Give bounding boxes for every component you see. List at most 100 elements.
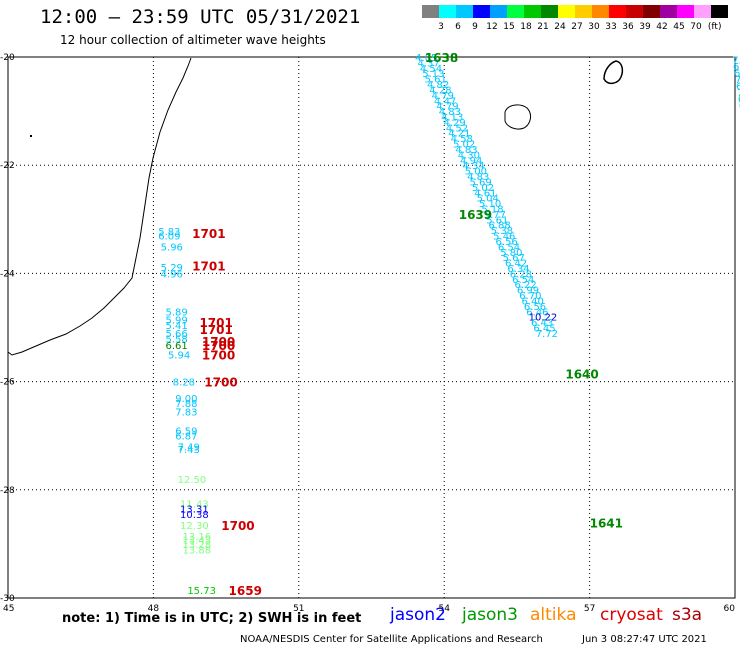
mauritius-island	[603, 60, 624, 85]
wave-height-label: 7.49	[178, 443, 200, 454]
sat-s3a: s3a	[672, 605, 703, 625]
legend-label: 39	[639, 22, 651, 32]
wave-height-label: 5.61	[486, 215, 508, 226]
wave-height-label: 5.00	[465, 167, 487, 178]
wave-height-label: 6.99	[517, 286, 539, 297]
legend-label: 70	[690, 22, 702, 32]
legend-label: 42	[656, 22, 668, 32]
credit-text: NOAA/NESDIS Center for Satellite Applica…	[240, 634, 543, 645]
legend-label: 36	[622, 22, 634, 32]
map-title: 12:00 — 23:59 UTC 05/31/2021	[40, 6, 361, 28]
wave-height-label: 4.47	[434, 96, 456, 107]
wave-height-label: 6.28	[510, 269, 532, 280]
lon-tick-label: 54	[438, 604, 450, 614]
lon-tick-label: 51	[293, 604, 304, 614]
lon-tick-label: 48	[148, 604, 160, 614]
wave-height-label: 4.82	[427, 80, 449, 91]
lat-tick-label: -26	[0, 378, 15, 388]
wave-height-label: 7.83	[175, 407, 197, 418]
wave-height-label: 6.54	[512, 275, 534, 286]
legend-swatch	[677, 5, 694, 18]
wave-height-label: 6.70	[519, 291, 541, 302]
wave-height-label: 6.56	[524, 302, 546, 313]
wave-height-label: 13.16	[182, 532, 211, 543]
orbit-number: 1700	[202, 339, 235, 353]
wave-height-label: 10.38	[180, 510, 209, 521]
legend-swatch	[643, 5, 660, 18]
legend-swatch	[711, 5, 728, 18]
wave-height-label: 15.73	[187, 586, 216, 597]
wave-height-label: 5.61	[425, 75, 447, 86]
wave-height-label: 13.28	[182, 540, 211, 551]
sat-jason3: jason3	[462, 605, 518, 625]
wave-height-label: 4.52	[446, 123, 468, 134]
lon-tick-label: 45	[3, 604, 14, 614]
wave-height-label: 5.77	[484, 210, 506, 221]
wave-height-label: 6.59	[175, 426, 197, 437]
orbit-number: 1700	[202, 349, 235, 363]
orbit-number: 1701	[192, 259, 225, 273]
wave-height-label: 4.21	[448, 129, 470, 140]
wave-height-label: 5.83	[158, 227, 180, 238]
wave-height-label: 6.46	[526, 307, 548, 318]
wave-height-label: 8.28	[173, 378, 195, 389]
sat-jason2: jason2	[390, 605, 446, 625]
lat-tick-label: -22	[0, 161, 15, 171]
wave-height-label: 5.10	[479, 199, 501, 210]
legend-label: 3	[438, 22, 444, 32]
legend-swatch	[694, 5, 711, 18]
legend-swatch	[609, 5, 626, 18]
wave-height-label: 10.22	[529, 313, 558, 324]
wave-height-label: 4.83	[439, 107, 461, 118]
legend-label: 21	[537, 22, 549, 32]
wave-height-label: 4.05	[415, 53, 437, 64]
wave-height-label: 5.41	[166, 321, 188, 332]
wave-height-label: 5.96	[161, 242, 183, 253]
reunion-island	[504, 104, 532, 130]
wave-height-label: 4.37	[417, 58, 439, 69]
wave-height-label: 4.28	[429, 85, 451, 96]
legend-label: 30	[588, 22, 600, 32]
legend-label: 18	[520, 22, 532, 32]
wave-height-label: 4.96	[161, 269, 183, 280]
lat-tick-label: -30	[0, 594, 15, 604]
wave-height-label: 4.58	[451, 134, 473, 145]
legend-swatch	[541, 5, 558, 18]
wave-height-label: 4.29	[444, 118, 466, 129]
legend-swatch	[422, 5, 439, 18]
wave-height-label: 5.29	[161, 263, 183, 274]
wave-height-label: 5.69	[470, 177, 492, 188]
wave-height-label: 5.99	[166, 315, 188, 326]
map-frame	[7, 56, 736, 599]
wave-height-label: 4.83	[467, 172, 489, 183]
wave-height-label: 6.22	[514, 280, 536, 291]
footer-note: note: 1) Time is in UTC; 2) SWH is in fe…	[62, 611, 362, 626]
wave-height-label: 13.31	[180, 505, 209, 516]
wave-height-label: 7.20	[735, 75, 740, 86]
wave-height-label: 5.67	[503, 253, 525, 264]
wave-height-label: 6.76	[736, 82, 740, 93]
orbit-number: 1639	[459, 208, 492, 222]
wave-height-label: 5.13	[422, 69, 444, 80]
wave-height-label: 5.04	[477, 194, 499, 205]
wave-height-label: 6.09	[158, 232, 180, 243]
wave-height-label: 9.00	[175, 394, 197, 405]
wave-height-label: 4.79	[436, 102, 458, 113]
wave-height-label: 4.54	[420, 64, 442, 75]
timestamp: Jun 3 08:27:47 UTC 2021	[582, 634, 707, 645]
wave-height-label: 13.43	[182, 536, 211, 547]
wave-height-label: 4.61	[474, 188, 496, 199]
legend-label: 33	[605, 22, 617, 32]
legend-swatch	[507, 5, 524, 18]
lon-tick-label: 57	[584, 604, 595, 614]
map-subtitle: 12 hour collection of altimeter wave hei…	[60, 33, 326, 47]
wave-height-label: 6.50	[734, 69, 740, 80]
wave-height-label: 12.30	[180, 521, 209, 532]
orbit-number: 1701	[199, 323, 232, 337]
wave-height-label: 6.87	[175, 432, 197, 443]
wave-height-label: 13.88	[182, 545, 211, 556]
wave-height-label: 5.58	[166, 334, 188, 345]
wave-height-label: 4.83	[455, 145, 477, 156]
wave-height-label: 4.13	[441, 113, 463, 124]
wave-height-label: 7.01	[737, 88, 740, 99]
